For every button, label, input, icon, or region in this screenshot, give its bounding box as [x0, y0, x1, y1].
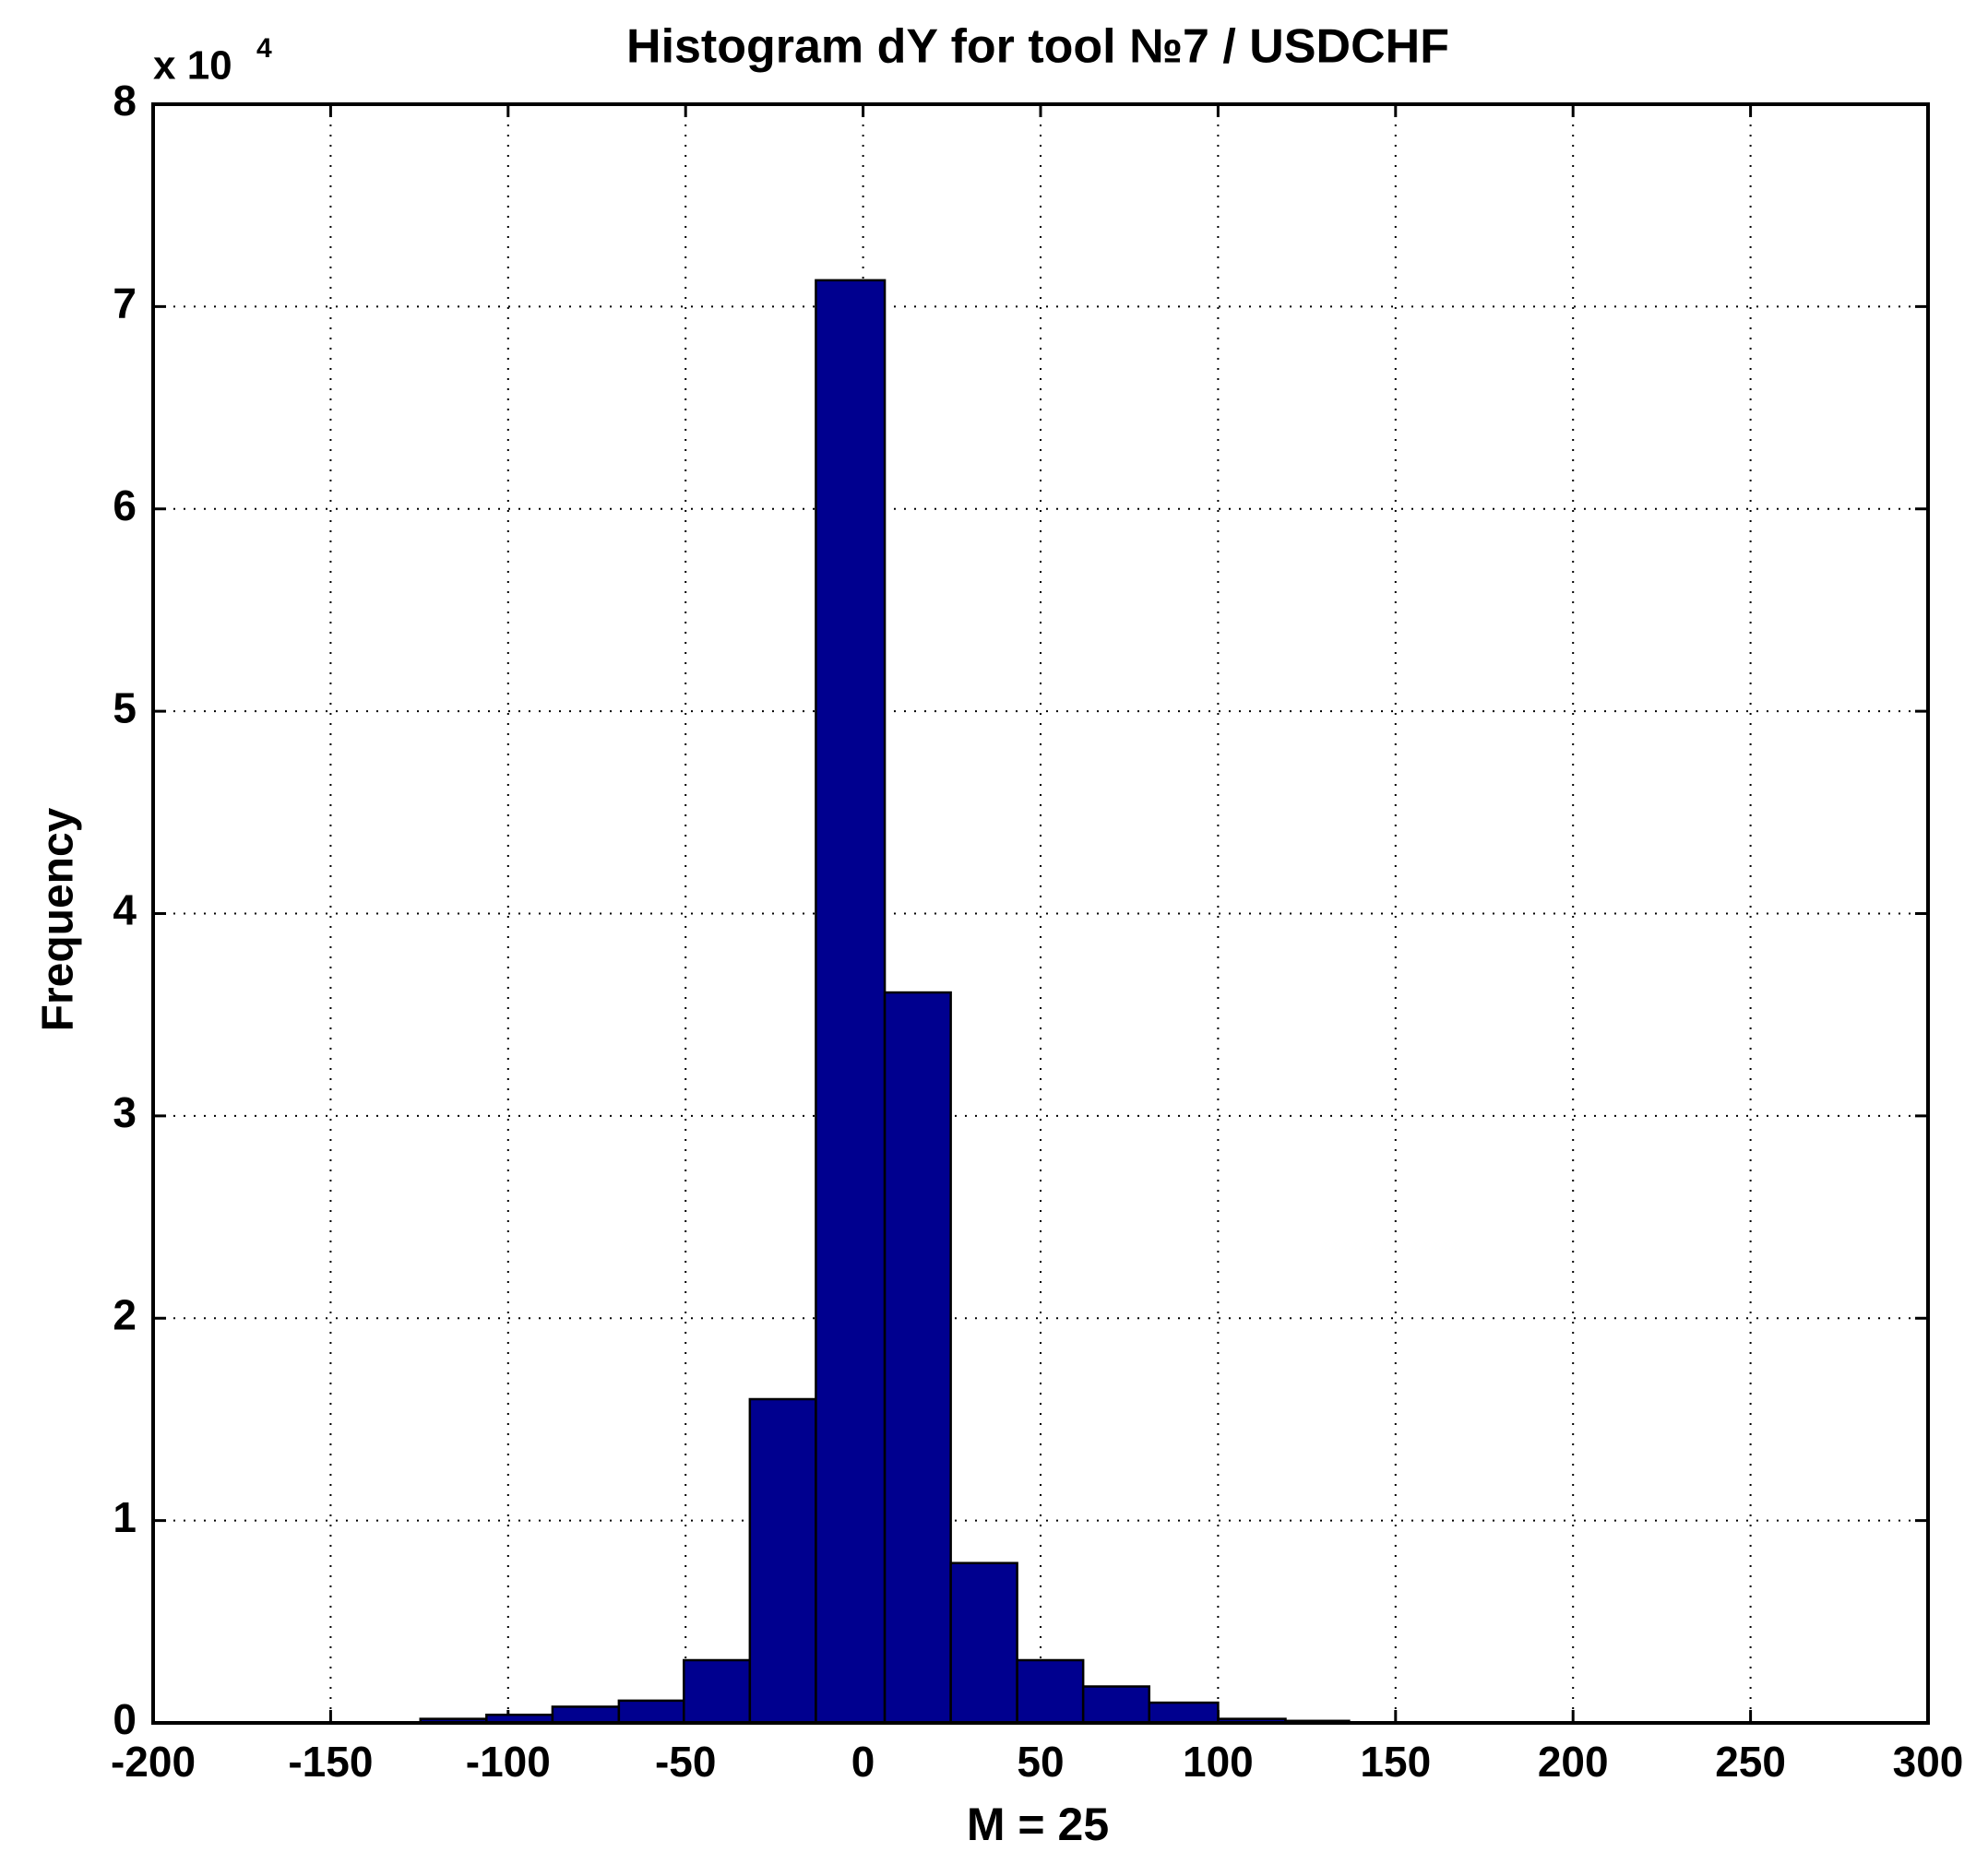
- x-tick-label: -200: [111, 1738, 196, 1786]
- bar: [617, 1699, 685, 1725]
- x-tick-label: -50: [655, 1738, 716, 1786]
- x-tick-label: 50: [1017, 1738, 1064, 1786]
- chart-title: Histogram dY for tool №7 / USDCHF: [626, 20, 1449, 74]
- bar: [815, 279, 887, 1725]
- bar: [683, 1658, 752, 1725]
- y-scale-exponent: 4: [256, 33, 272, 64]
- y-tick-label: 1: [113, 1493, 137, 1541]
- bar: [748, 1397, 817, 1725]
- x-tick-label: 200: [1538, 1738, 1609, 1786]
- bar: [883, 991, 952, 1725]
- x-tick-label: 100: [1183, 1738, 1254, 1786]
- bar: [1148, 1701, 1220, 1725]
- bar: [551, 1705, 621, 1725]
- plot-frame: [151, 102, 1930, 1725]
- y-scale-base: x 10: [153, 43, 232, 89]
- x-tick-label: 150: [1360, 1738, 1431, 1786]
- x-tick-label: 300: [1893, 1738, 1964, 1786]
- y-tick-label: 2: [113, 1290, 137, 1338]
- y-tick-label: 0: [113, 1695, 137, 1743]
- y-tick-label: 4: [113, 886, 137, 934]
- y-tick-label: 7: [113, 279, 137, 327]
- bar: [949, 1561, 1018, 1725]
- bar: [1081, 1685, 1150, 1725]
- x-tick-label: 0: [851, 1738, 875, 1786]
- x-axis-label: M = 25: [967, 1799, 1109, 1850]
- x-tick-label: -150: [288, 1738, 373, 1786]
- y-axis-label: Frequency: [34, 807, 83, 1031]
- x-tick-label: 250: [1715, 1738, 1786, 1786]
- x-tick-label: -100: [466, 1738, 551, 1786]
- y-tick-label: 8: [113, 77, 137, 125]
- y-tick-label: 6: [113, 481, 137, 529]
- y-tick-label: 5: [113, 683, 137, 731]
- bar: [1016, 1658, 1085, 1725]
- y-tick-label: 3: [113, 1088, 137, 1136]
